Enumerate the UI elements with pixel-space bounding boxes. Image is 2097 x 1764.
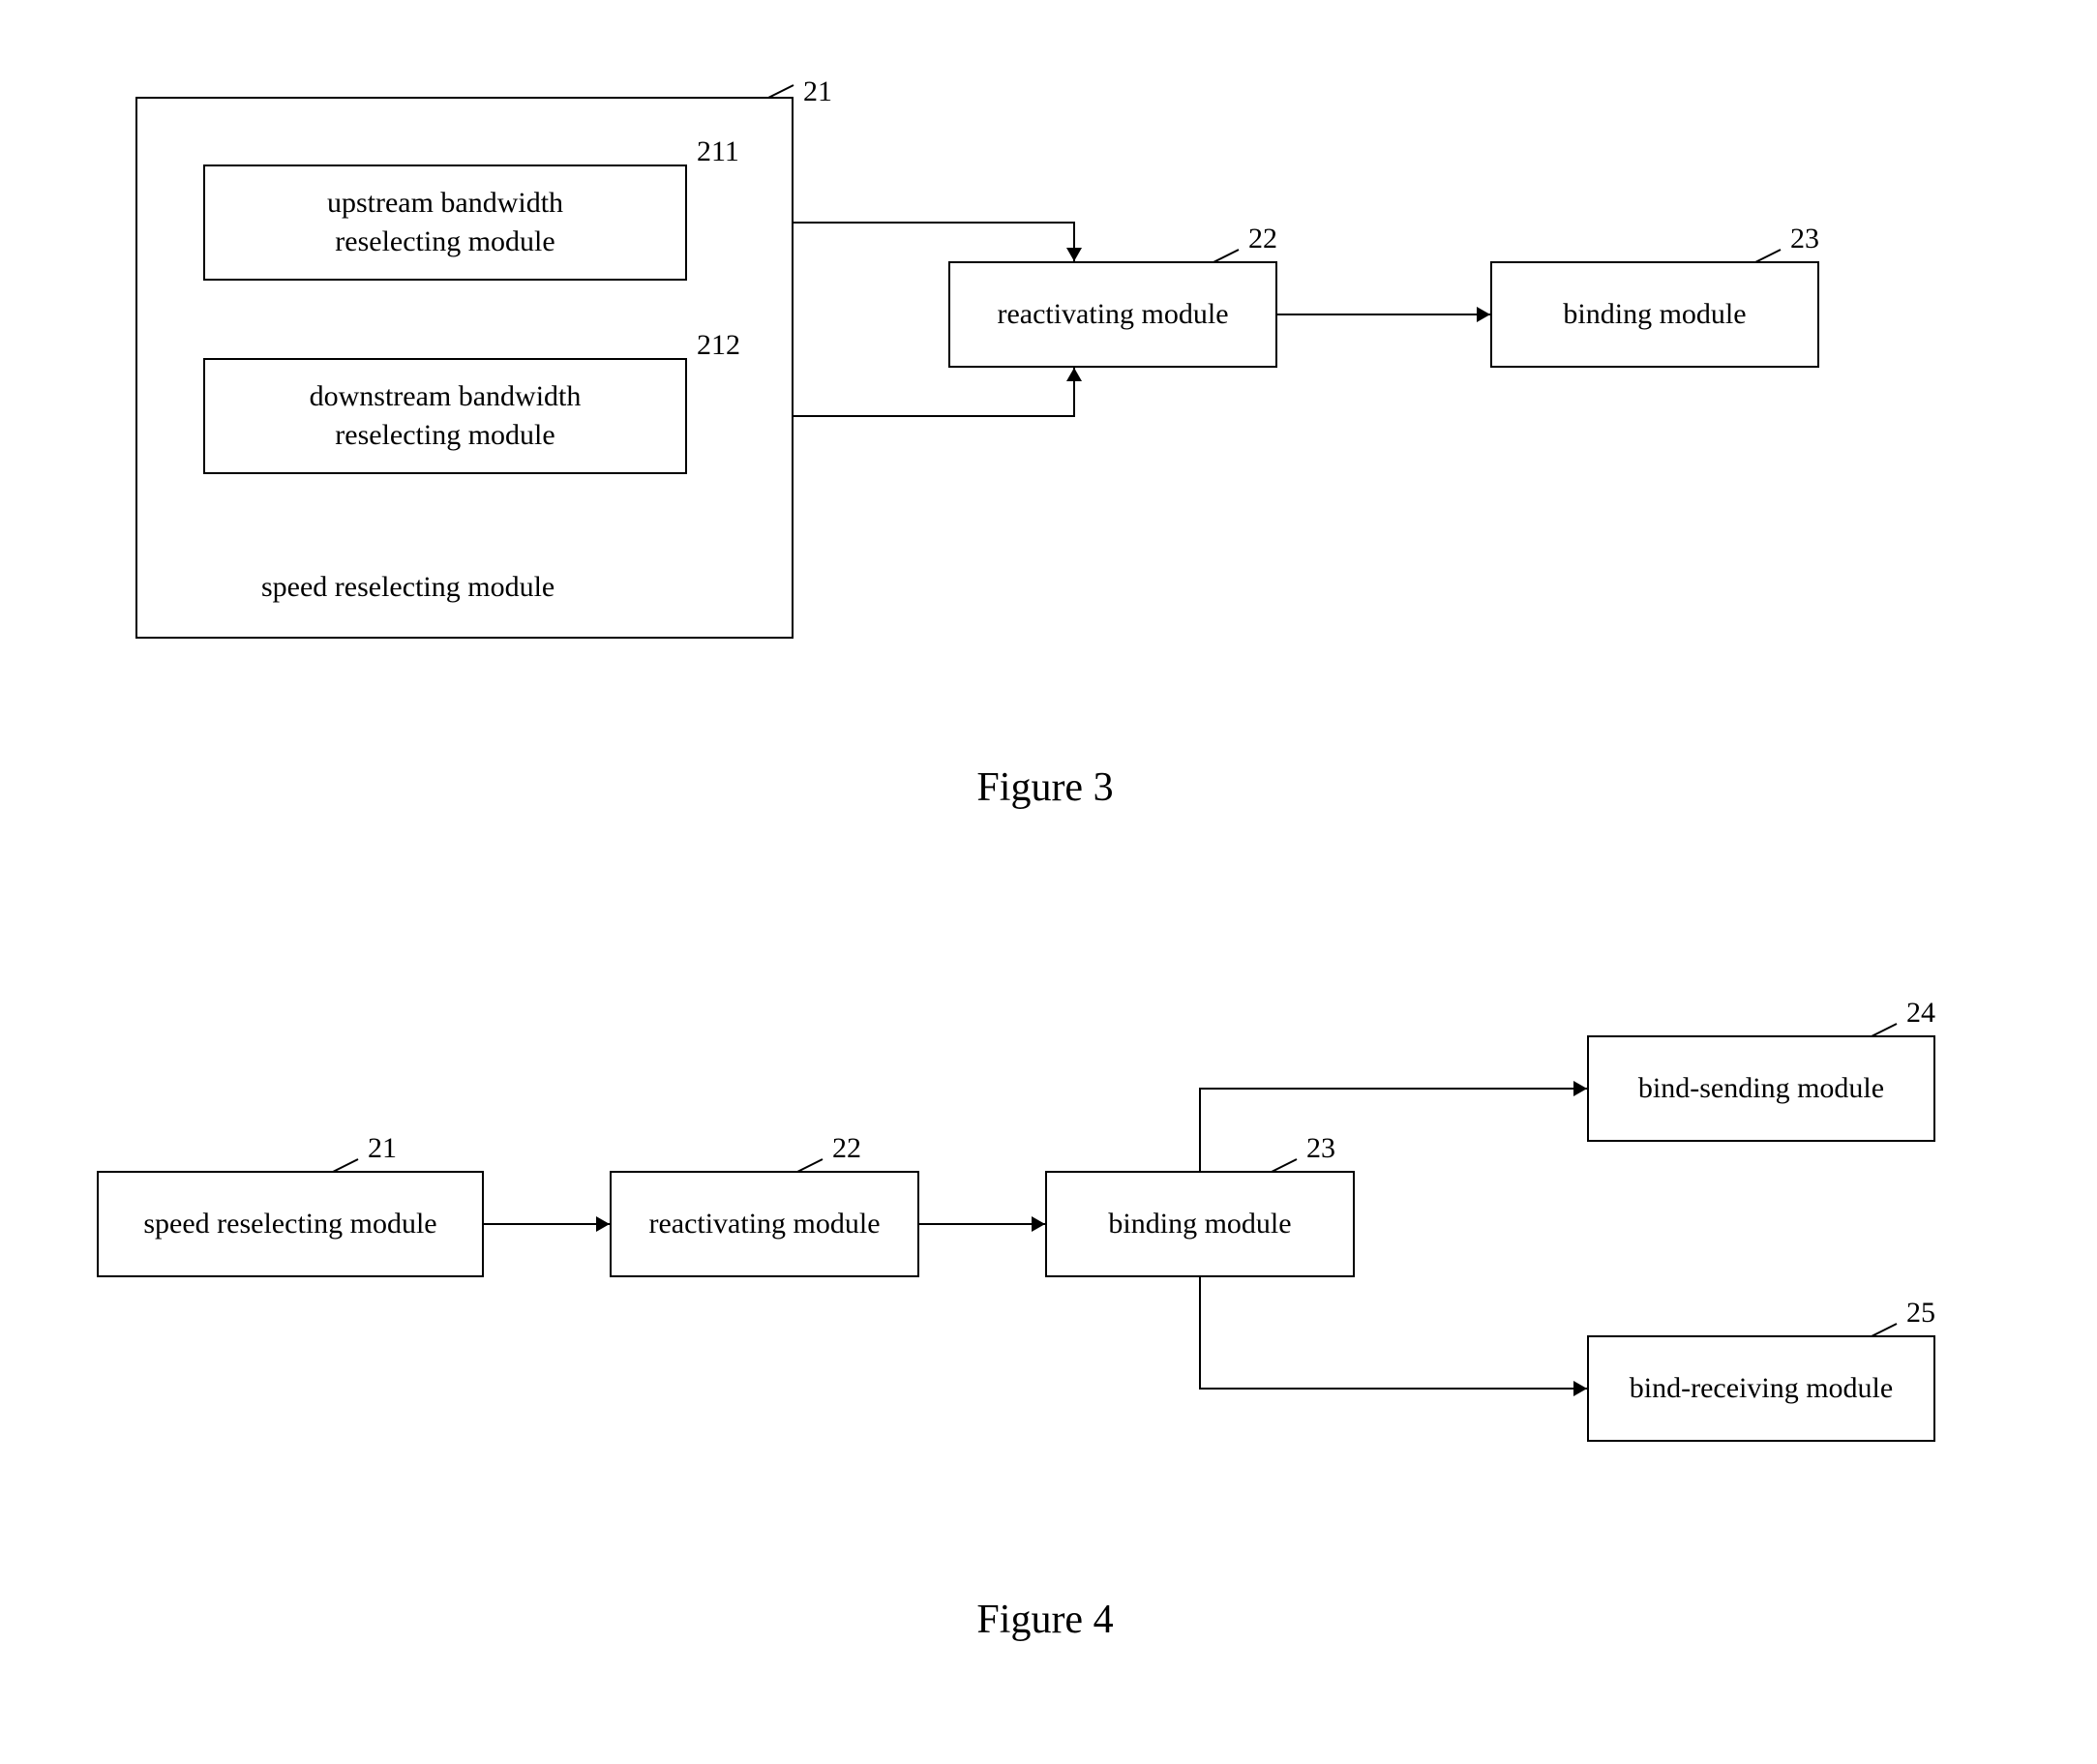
arrowhead [1066,248,1082,261]
arrow [1200,1277,1587,1389]
module-box-speed4: speed reselecting module [97,1171,484,1277]
ref-label-212: 212 [697,329,740,362]
arrowhead [1573,1081,1587,1096]
ref-label-211: 211 [697,135,739,168]
ref-label-22: 22 [832,1132,861,1165]
module-box-downstream: downstream bandwidth reselecting module [203,358,687,474]
ref-label-25: 25 [1906,1297,1935,1330]
ref-label-23: 23 [1790,223,1819,255]
box-label: upstream bandwidth reselecting module [327,184,563,262]
box-label: binding module [1563,295,1746,335]
ref-label-21: 21 [803,75,832,108]
module-box-reactivating: reactivating module [948,261,1277,368]
ref-label-23: 23 [1306,1132,1335,1165]
box-label: bind-sending module [1638,1069,1884,1109]
figure4-caption: Figure 4 [97,1597,1993,1643]
box-label: bind-receiving module [1630,1369,1893,1409]
box-label: reactivating module [648,1205,880,1244]
arrowhead [1573,1381,1587,1396]
box-label: binding module [1108,1205,1291,1244]
box-label: downstream bandwidth reselecting module [310,377,582,456]
module-box-bindrecv: bind-receiving module [1587,1335,1935,1442]
figure3-caption: Figure 3 [97,764,1993,811]
box-label: speed reselecting module [143,1205,436,1244]
ref-label-24: 24 [1906,997,1935,1030]
arrowhead [596,1216,610,1232]
box-label: reactivating module [997,295,1228,335]
arrow [1200,1089,1587,1171]
module-box-bindsend: bind-sending module [1587,1035,1935,1142]
module-box-react4: reactivating module [610,1171,919,1277]
module-box-bind4: binding module [1045,1171,1355,1277]
ref-label-22: 22 [1248,223,1277,255]
ref-label-21: 21 [368,1132,397,1165]
module-box-upstream: upstream bandwidth reselecting module [203,164,687,281]
arrowhead [1032,1216,1045,1232]
container-label: speed reselecting module [261,571,554,604]
arrowhead [1477,307,1490,322]
module-box-binding: binding module [1490,261,1819,368]
arrowhead [1066,368,1082,381]
